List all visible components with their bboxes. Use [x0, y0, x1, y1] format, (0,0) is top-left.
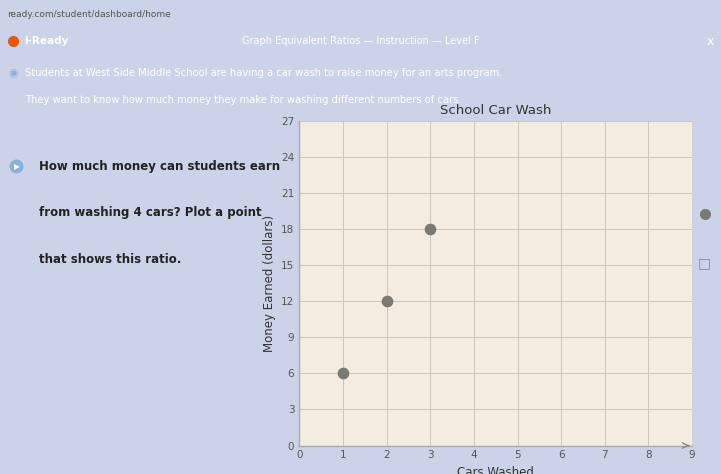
Text: □: □: [698, 256, 712, 270]
Text: Students at West Side Middle School are having a car wash to raise money for an : Students at West Side Middle School are …: [25, 68, 503, 79]
Text: Graph Equivalent Ratios — Instruction — Level F: Graph Equivalent Ratios — Instruction — …: [242, 36, 479, 46]
Point: [381, 298, 392, 305]
Text: x: x: [707, 35, 714, 48]
Text: that shows this ratio.: that shows this ratio.: [39, 253, 181, 266]
Text: How much money can students earn: How much money can students earn: [39, 160, 280, 173]
Y-axis label: Money Earned (dollars): Money Earned (dollars): [262, 215, 275, 352]
Text: i-Ready: i-Ready: [25, 36, 69, 46]
Point: [425, 225, 436, 233]
Text: from washing 4 cars? Plot a point: from washing 4 cars? Plot a point: [39, 206, 262, 219]
Point: [337, 370, 349, 377]
Text: They want to know how much money they make for washing different numbers of cars: They want to know how much money they ma…: [25, 94, 462, 105]
Title: School Car Wash: School Car Wash: [440, 104, 552, 117]
X-axis label: Cars Washed: Cars Washed: [457, 466, 534, 474]
Text: ready.com/student/dashboard/home: ready.com/student/dashboard/home: [7, 10, 171, 19]
Text: ◉: ◉: [9, 68, 19, 79]
Text: ▶: ▶: [14, 162, 19, 171]
